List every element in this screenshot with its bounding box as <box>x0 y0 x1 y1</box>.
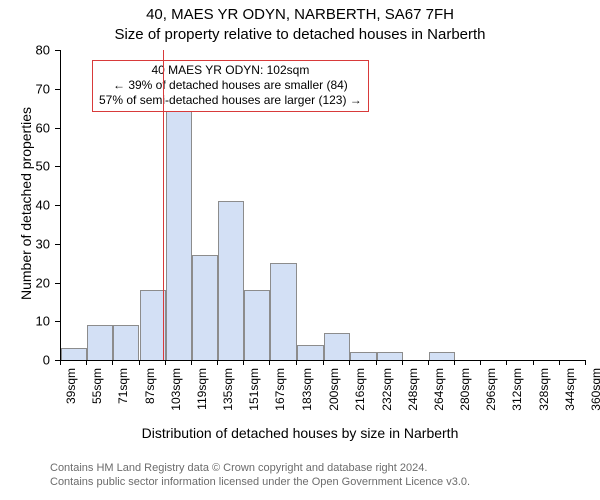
y-tick-mark <box>55 205 60 206</box>
x-tick-mark <box>191 360 192 365</box>
histogram-bar <box>350 352 376 360</box>
y-tick-label: 50 <box>0 159 50 174</box>
x-tick-label: 280sqm <box>458 368 472 411</box>
chart-container: 40, MAES YR ODYN, NARBERTH, SA67 7FH Siz… <box>0 0 600 500</box>
footer-attribution: Contains HM Land Registry data © Crown c… <box>50 462 470 490</box>
x-tick-label: 103sqm <box>169 368 183 411</box>
histogram-bar <box>113 325 139 360</box>
y-tick-label: 60 <box>0 120 50 135</box>
x-tick-label: 344sqm <box>563 368 577 411</box>
x-tick-mark <box>559 360 560 365</box>
x-tick-mark <box>243 360 244 365</box>
title-subtitle: Size of property relative to detached ho… <box>0 26 600 43</box>
x-tick-label: 39sqm <box>64 368 78 404</box>
footer-line1: Contains HM Land Registry data © Crown c… <box>50 462 470 476</box>
x-tick-label: 71sqm <box>116 368 130 404</box>
x-tick-mark <box>454 360 455 365</box>
x-tick-mark <box>428 360 429 365</box>
x-tick-mark <box>269 360 270 365</box>
histogram-bar <box>270 263 296 360</box>
x-tick-mark <box>533 360 534 365</box>
x-tick-mark <box>506 360 507 365</box>
x-tick-mark <box>112 360 113 365</box>
y-tick-label: 30 <box>0 236 50 251</box>
footer-line2: Contains public sector information licen… <box>50 476 470 490</box>
callout-line3: 57% of semi-detached houses are larger (… <box>99 93 362 108</box>
x-tick-mark <box>60 360 61 365</box>
x-tick-mark <box>296 360 297 365</box>
x-tick-label: 312sqm <box>510 368 524 411</box>
y-tick-mark <box>55 89 60 90</box>
histogram-bar <box>61 348 87 360</box>
y-tick-label: 40 <box>0 198 50 213</box>
x-tick-label: 200sqm <box>327 368 341 411</box>
histogram-bar <box>192 255 218 360</box>
x-tick-mark <box>86 360 87 365</box>
histogram-bar <box>377 352 403 360</box>
x-axis-title: Distribution of detached houses by size … <box>0 425 600 441</box>
y-tick-mark <box>55 321 60 322</box>
x-tick-mark <box>376 360 377 365</box>
x-tick-label: 296sqm <box>484 368 498 411</box>
x-tick-label: 183sqm <box>300 368 314 411</box>
x-tick-label: 232sqm <box>380 368 394 411</box>
x-tick-label: 87sqm <box>143 368 157 404</box>
x-tick-mark <box>480 360 481 365</box>
y-tick-mark <box>55 166 60 167</box>
histogram-bar <box>140 290 166 360</box>
y-tick-label: 10 <box>0 314 50 329</box>
y-tick-mark <box>55 50 60 51</box>
callout-box: 40 MAES YR ODYN: 102sqm ← 39% of detache… <box>92 60 369 112</box>
x-tick-label: 216sqm <box>353 368 367 411</box>
x-tick-label: 264sqm <box>432 368 446 411</box>
x-tick-label: 151sqm <box>247 368 261 411</box>
histogram-bar <box>324 333 350 360</box>
x-tick-label: 135sqm <box>221 368 235 411</box>
x-tick-mark <box>402 360 403 365</box>
x-tick-label: 119sqm <box>195 368 209 410</box>
callout-line2: ← 39% of detached houses are smaller (84… <box>99 78 362 93</box>
y-tick-mark <box>55 283 60 284</box>
x-tick-label: 248sqm <box>406 368 420 411</box>
y-tick-label: 70 <box>0 81 50 96</box>
histogram-bar <box>244 290 270 360</box>
title-address: 40, MAES YR ODYN, NARBERTH, SA67 7FH <box>0 6 600 23</box>
x-tick-label: 167sqm <box>273 368 287 411</box>
x-tick-mark <box>139 360 140 365</box>
y-tick-label: 0 <box>0 353 50 368</box>
x-tick-label: 328sqm <box>537 368 551 411</box>
histogram-bar <box>297 345 325 361</box>
y-tick-label: 20 <box>0 275 50 290</box>
x-tick-mark <box>165 360 166 365</box>
x-tick-mark <box>585 360 586 365</box>
histogram-bar <box>87 325 113 360</box>
callout-line1: 40 MAES YR ODYN: 102sqm <box>99 63 362 78</box>
property-marker-line <box>163 50 164 360</box>
x-tick-mark <box>349 360 350 365</box>
x-tick-label: 55sqm <box>90 368 104 404</box>
y-tick-label: 80 <box>0 43 50 58</box>
histogram-bar <box>218 201 244 360</box>
y-tick-mark <box>55 128 60 129</box>
y-tick-mark <box>55 244 60 245</box>
histogram-bar <box>429 352 455 360</box>
histogram-bar <box>166 100 192 360</box>
x-tick-mark <box>323 360 324 365</box>
x-tick-label: 360sqm <box>589 368 600 411</box>
x-tick-mark <box>217 360 218 365</box>
